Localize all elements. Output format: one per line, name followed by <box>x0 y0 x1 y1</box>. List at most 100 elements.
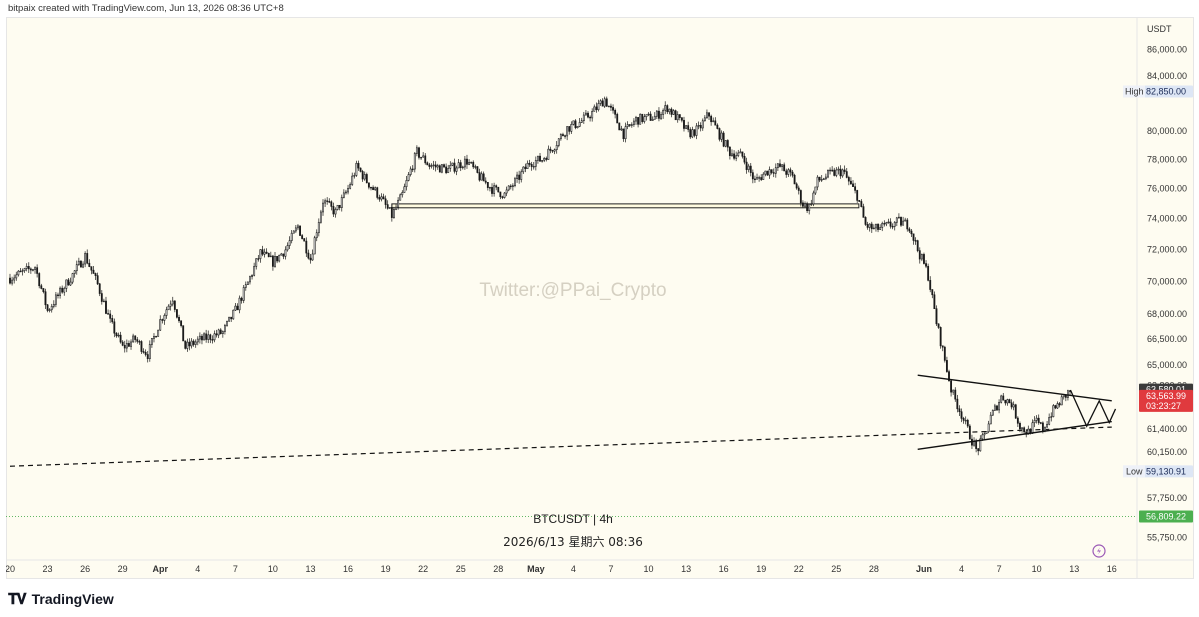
candle <box>322 199 324 216</box>
candle <box>943 345 946 363</box>
candle <box>939 326 942 349</box>
candle <box>914 237 917 245</box>
candle <box>40 283 43 290</box>
candle <box>906 218 909 232</box>
y-tick-label: 61,400.00 <box>1147 424 1187 434</box>
candle <box>382 193 385 200</box>
candle <box>144 349 147 357</box>
candle <box>941 345 944 352</box>
candle <box>267 252 270 258</box>
candle <box>649 111 652 121</box>
candle <box>351 172 354 186</box>
candle <box>559 133 562 141</box>
candle <box>146 351 149 363</box>
candle <box>46 304 49 313</box>
candle <box>445 163 448 175</box>
candle <box>313 235 316 255</box>
x-tick-label: 13 <box>1069 564 1079 574</box>
candle <box>958 405 961 416</box>
triangle-upper-line[interactable] <box>917 374 1112 402</box>
candle <box>317 218 320 237</box>
candle <box>570 121 573 134</box>
candle <box>1008 398 1011 404</box>
candle <box>21 268 24 276</box>
candles-layer <box>9 96 1071 456</box>
candle <box>44 288 47 309</box>
candle <box>457 159 460 169</box>
candle <box>735 151 738 162</box>
price-chart[interactable]: Twitter:@PPai_Crypto 86,000.0084,000.008… <box>6 17 1193 578</box>
candle <box>397 197 400 210</box>
candle <box>820 175 823 183</box>
candle <box>221 330 224 338</box>
dashed-trendline[interactable] <box>9 426 1112 467</box>
candle <box>954 387 957 402</box>
candle <box>280 252 283 256</box>
candle <box>562 132 564 137</box>
candle <box>474 164 477 170</box>
candle <box>912 233 915 245</box>
candle <box>121 340 124 347</box>
triangle-lower-line[interactable] <box>917 420 1112 450</box>
candle <box>614 108 617 119</box>
candle <box>77 257 80 266</box>
x-tick-label: 19 <box>756 564 766 574</box>
candle <box>722 131 725 148</box>
y-tick-label: 72,000.00 <box>1147 245 1187 255</box>
candle <box>551 149 554 153</box>
candle <box>459 159 462 172</box>
y-tick-label: 78,000.00 <box>1147 154 1187 164</box>
candle <box>384 195 387 209</box>
x-tick-label: Jun <box>916 564 932 574</box>
support-zone-rect[interactable] <box>391 203 860 209</box>
candle <box>987 420 990 434</box>
candle <box>59 286 62 299</box>
candle <box>17 270 20 277</box>
low-label: Low <box>1126 466 1143 476</box>
candle <box>209 333 212 344</box>
candle <box>57 292 59 299</box>
candle <box>549 146 552 154</box>
candle <box>991 409 994 416</box>
candle <box>574 119 577 130</box>
candle <box>386 200 389 210</box>
candle <box>493 182 496 197</box>
candle <box>616 112 619 124</box>
candle <box>818 176 821 183</box>
candle <box>893 220 896 231</box>
tradingview-footer: 𝐓𝐕 TradingView <box>8 589 114 609</box>
candle <box>109 310 112 323</box>
candle <box>203 332 205 341</box>
candle <box>952 389 955 395</box>
high-price-badge: 82,850.00 <box>1139 85 1193 98</box>
candle <box>691 126 694 139</box>
candle <box>1014 403 1017 419</box>
candle <box>779 159 781 168</box>
candle <box>572 120 575 126</box>
candle <box>188 338 191 351</box>
candle <box>453 158 456 174</box>
x-tick-label: 29 <box>118 564 128 574</box>
candle <box>891 223 894 230</box>
candle <box>716 123 719 130</box>
candle <box>595 102 598 113</box>
candle <box>776 162 779 171</box>
y-tick-label: 65,000.00 <box>1147 360 1187 370</box>
candle <box>399 193 402 201</box>
projection-zigzag[interactable] <box>1069 389 1117 428</box>
candle <box>824 173 827 181</box>
candle <box>877 223 879 233</box>
candle <box>584 110 587 116</box>
candle <box>703 115 706 122</box>
candle <box>655 110 658 119</box>
candle <box>1004 399 1007 406</box>
candle <box>956 394 959 413</box>
tradingview-logo-icon: 𝐓𝐕 <box>8 590 27 608</box>
candle <box>966 418 969 428</box>
candle <box>666 104 669 115</box>
chart-attribution: bitpaix created with TradingView.com, Ju… <box>8 3 284 14</box>
y-tick-label: 68,000.00 <box>1147 309 1187 319</box>
candle <box>163 313 166 325</box>
replay-icon[interactable] <box>1092 544 1106 558</box>
candle <box>787 168 790 177</box>
